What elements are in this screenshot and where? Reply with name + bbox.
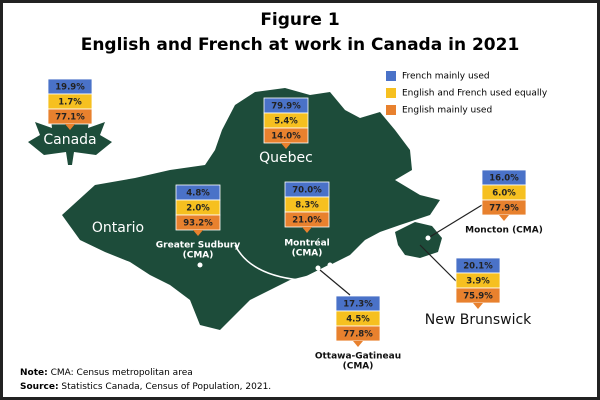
legend-label: English mainly used [402, 106, 492, 116]
share-label: 3.9% [466, 277, 490, 287]
note-text: Statistics Canada, Census of Population,… [59, 382, 272, 392]
share-label: 79.9% [271, 102, 301, 112]
maple-leaf [28, 100, 112, 165]
legend-swatch [386, 71, 396, 81]
legend-swatch [386, 88, 396, 98]
share-label: 70.0% [292, 186, 322, 196]
legend-swatch [386, 105, 396, 115]
share-label: 5.4% [274, 117, 298, 127]
share-label: 2.0% [186, 204, 210, 214]
region-label: (CMA) [292, 249, 323, 259]
note-key: Note: [20, 368, 48, 378]
connector [427, 204, 483, 239]
share-label: 21.0% [292, 216, 322, 226]
title: Figure 1 [260, 10, 339, 30]
share-label: 19.9% [55, 83, 85, 93]
map-ontario-quebec [62, 88, 440, 330]
share-label: 77.8% [343, 330, 373, 340]
note: Source: Statistics Canada, Census of Pop… [20, 382, 271, 392]
callout-pointer [473, 303, 483, 309]
legend-label: French mainly used [402, 72, 490, 82]
share-label: 8.3% [295, 201, 319, 211]
region-label: (CMA) [183, 251, 214, 261]
share-label: 77.9% [489, 204, 519, 214]
callout-pointer [281, 143, 291, 149]
share-label: 6.0% [492, 189, 516, 199]
region-label: Ottawa-Gatineau [315, 352, 401, 362]
subtitle: English and French at work in Canada in … [81, 35, 520, 55]
region-label: Greater Sudbury [156, 241, 241, 251]
city-dot [425, 235, 431, 241]
share-label: 17.3% [343, 300, 373, 310]
note-text: CMA: Census metropolitan area [48, 368, 193, 378]
share-label: 20.1% [463, 262, 493, 272]
share-label: 75.9% [463, 292, 493, 302]
connector [419, 244, 461, 286]
map-label: Ontario [92, 220, 144, 236]
share-label: 77.1% [55, 113, 85, 123]
share-label: 4.5% [346, 315, 370, 325]
share-label: 16.0% [489, 174, 519, 184]
note-key: Source: [20, 382, 59, 392]
callout-pointer [302, 227, 312, 233]
region-label: Quebec [259, 150, 313, 166]
share-label: 1.7% [58, 98, 82, 108]
region-label: Canada [43, 132, 96, 148]
share-label: 14.0% [271, 132, 301, 142]
city-dot [197, 262, 203, 268]
share-label: 93.2% [183, 219, 213, 229]
region-label: Moncton (CMA) [465, 226, 543, 236]
callout-pointer [499, 215, 509, 221]
city-dot [327, 262, 333, 268]
region-label: (CMA) [343, 362, 374, 372]
region-label: Montréal [284, 238, 330, 249]
legend-label: English and French used equally [402, 89, 548, 99]
callout-pointer [193, 230, 203, 236]
share-label: 4.8% [186, 189, 210, 199]
city-dot [315, 265, 321, 271]
region-label: New Brunswick [425, 312, 532, 328]
callout-pointer [65, 124, 75, 130]
map-new-brunswick [395, 222, 442, 258]
river [234, 244, 331, 281]
note: Note: CMA: Census metropolitan area [20, 368, 193, 378]
connector [319, 269, 351, 296]
callout-pointer [353, 341, 363, 347]
